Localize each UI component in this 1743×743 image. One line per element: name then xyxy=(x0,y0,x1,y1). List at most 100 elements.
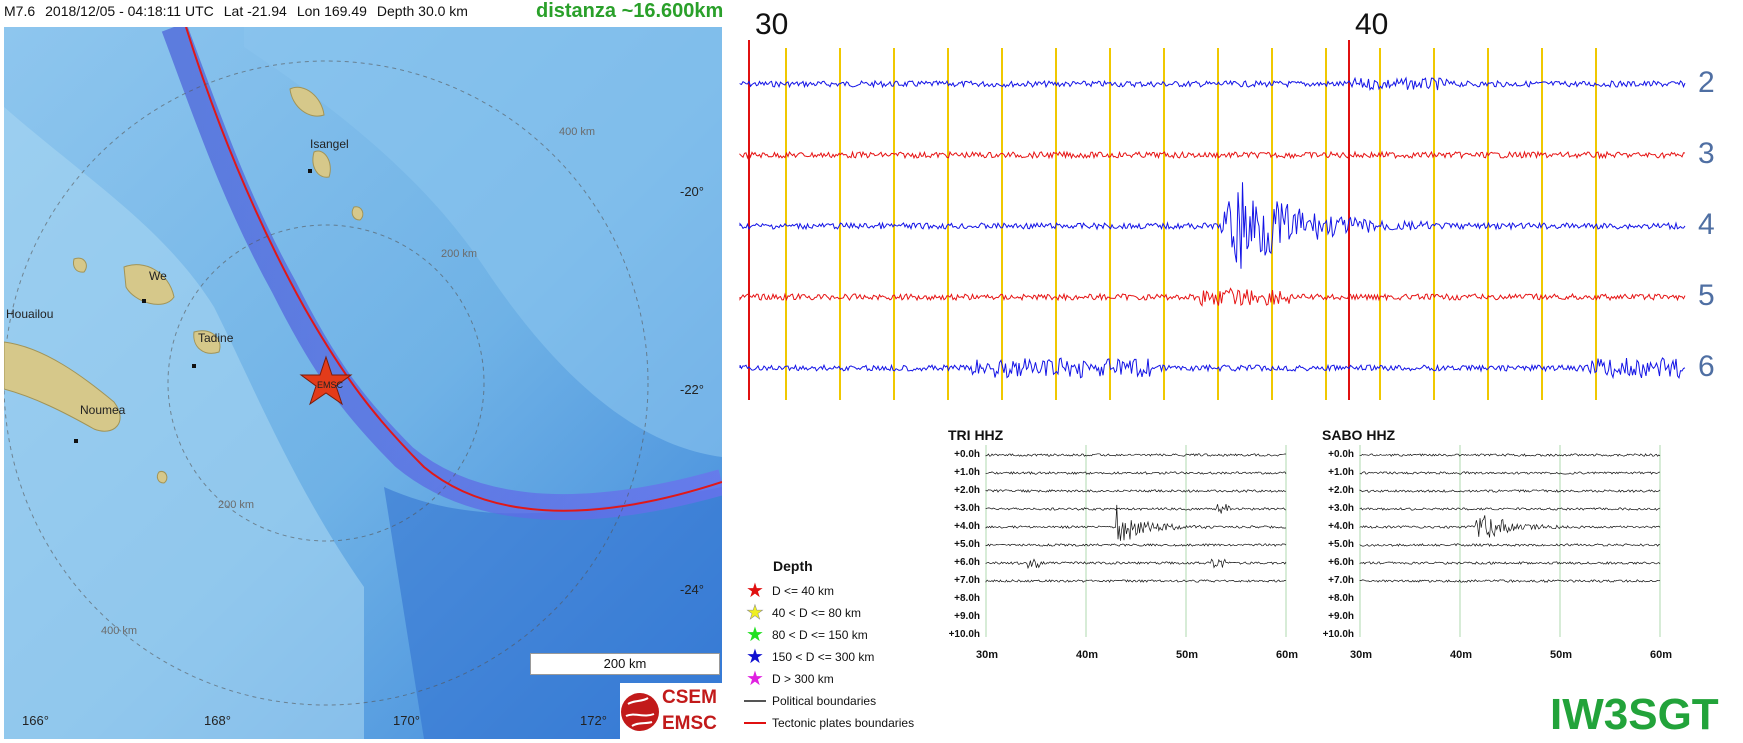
drum-hour-label: +5.0h xyxy=(1328,539,1354,550)
lat-label-20: -20° xyxy=(680,184,704,199)
trace-channel-5 xyxy=(739,287,1686,307)
legend-label: 40 < D <= 80 km xyxy=(772,606,862,620)
drum-trace xyxy=(1359,543,1661,547)
drum-trace xyxy=(985,471,1287,475)
star-icon: ★ xyxy=(746,646,764,668)
legend-item: ★ D <= 40 km xyxy=(738,580,914,602)
drum-hour-label: +8.0h xyxy=(954,593,980,604)
lon-label-166: 166° xyxy=(22,713,49,728)
channel-label-2: 2 xyxy=(1698,66,1715,99)
helicorder-plot xyxy=(739,40,1686,400)
drum-hour-label: +7.0h xyxy=(954,575,980,586)
drum-minute-label: 50m xyxy=(1176,649,1199,661)
star-icon: ★ xyxy=(746,668,764,690)
map-canvas xyxy=(4,27,722,739)
channel-label-3: 3 xyxy=(1698,137,1715,170)
radius-label-400-ne: 400 km xyxy=(559,126,596,138)
drum-minute-label: 30m xyxy=(1350,649,1373,661)
drum-hour-label: +0.0h xyxy=(954,449,980,460)
epicenter-map[interactable]: Isangel We Tadine Houailou Noumea EMSC 4… xyxy=(4,27,722,739)
lat-label-24: -24° xyxy=(680,582,704,597)
logo-text-top: CSEM xyxy=(662,687,717,708)
place-we: We xyxy=(149,269,167,283)
drum-hour-label: +1.0h xyxy=(954,467,980,478)
legend-label: Tectonic plates boundaries xyxy=(772,716,915,730)
drum-hour-label: +6.0h xyxy=(1328,557,1354,568)
place-isangel: Isangel xyxy=(310,137,349,151)
lon-label-170: 170° xyxy=(393,713,420,728)
drum-trace xyxy=(985,579,1287,583)
drum-minute-label: 60m xyxy=(1276,649,1299,661)
legend-item: Tectonic plates boundaries xyxy=(738,712,914,734)
drum-hour-label: +3.0h xyxy=(1328,503,1354,514)
drum-title: SABO HHZ xyxy=(1322,427,1396,443)
drum-hour-label: +10.0h xyxy=(948,629,980,640)
lon-label-168: 168° xyxy=(204,713,231,728)
drum-hour-label: +5.0h xyxy=(954,539,980,550)
event-lon: Lon 169.49 xyxy=(296,3,367,19)
radius-label-400-sw: 400 km xyxy=(101,625,138,637)
event-depth: Depth 30.0 km xyxy=(376,3,468,19)
line-icon xyxy=(744,722,766,724)
legend-label: D > 300 km xyxy=(772,672,834,686)
drum-trace xyxy=(1359,561,1661,565)
drum-hour-label: +2.0h xyxy=(954,485,980,496)
logo-text-bottom: EMSC xyxy=(662,713,717,734)
epicenter-label: EMSC xyxy=(317,380,344,390)
channel-label-6: 6 xyxy=(1698,350,1715,383)
csem-emsc-logo: CSEM EMSC xyxy=(620,683,724,740)
drum-minute-label: 30m xyxy=(976,649,999,661)
place-houailou: Houailou xyxy=(6,307,54,321)
radius-label-200-ne: 200 km xyxy=(441,248,478,260)
drum-trace xyxy=(1359,579,1661,583)
drum-title: TRI HHZ xyxy=(948,427,1004,443)
drum-sabo: SABO HHZ 30m 40m 50m 60m +0.0h +1.0h +2.0h +3.0… xyxy=(1322,427,1672,667)
drum-trace xyxy=(985,453,1286,457)
star-icon: ★ xyxy=(746,580,764,602)
callsign: IW3SGT xyxy=(1550,690,1719,739)
legend-item: ★ 150 < D <= 300 km xyxy=(738,646,914,668)
trace-channel-4 xyxy=(739,182,1686,269)
drum-trace xyxy=(985,504,1287,514)
drum-hour-label: +0.0h xyxy=(1328,449,1354,460)
trace-channel-6 xyxy=(739,357,1686,380)
drum-hour-label: +10.0h xyxy=(1322,629,1354,640)
drum-hour-label: +3.0h xyxy=(954,503,980,514)
drum-trace xyxy=(1359,515,1661,538)
legend-label: Political boundaries xyxy=(772,694,877,708)
drum-minute-label: 50m xyxy=(1550,649,1573,661)
legend-label: 80 < D <= 150 km xyxy=(772,628,868,642)
time-label-40: 40 xyxy=(1355,8,1389,41)
drum-minute-label: 60m xyxy=(1650,649,1673,661)
channel-label-4: 4 xyxy=(1698,208,1715,241)
distance-label: distanza ~16.600km xyxy=(536,0,724,22)
drum-hour-label: +1.0h xyxy=(1328,467,1354,478)
depth-legend: Depth ★ D <= 40 km ★ 40 < D <= 80 km ★ 80 <… xyxy=(738,558,914,734)
trace-channel-3 xyxy=(739,150,1686,160)
drum-hour-label: +4.0h xyxy=(954,521,980,532)
globe-icon xyxy=(621,693,659,731)
star-icon: ★ xyxy=(746,602,764,624)
event-datetime: 2018/12/05 - 04:18:11 UTC xyxy=(45,3,214,19)
drum-trace xyxy=(985,558,1287,570)
legend-item: Political boundaries xyxy=(738,690,914,712)
drum-hour-label: +7.0h xyxy=(1328,575,1354,586)
drum-hour-label: +9.0h xyxy=(954,611,980,622)
drum-minute-label: 40m xyxy=(1076,649,1099,661)
time-label-30: 30 xyxy=(755,8,789,41)
channel-label-5: 5 xyxy=(1698,279,1715,312)
legend-item: ★ 80 < D <= 150 km xyxy=(738,624,914,646)
event-header: M7.6 2018/12/05 - 04:18:11 UTC Lat -21.9… xyxy=(4,3,478,23)
drum-hour-label: +6.0h xyxy=(954,557,980,568)
drum-trace xyxy=(985,504,1287,541)
event-lat: Lat -21.94 xyxy=(223,3,287,19)
legend-label: D <= 40 km xyxy=(772,584,835,598)
legend-item: ★ D > 300 km xyxy=(738,668,914,690)
drum-trace xyxy=(1359,507,1661,511)
drum-hour-label: +4.0h xyxy=(1328,521,1354,532)
scale-label: 200 km xyxy=(603,656,647,671)
trace-channel-2 xyxy=(739,76,1686,91)
drum-trace xyxy=(985,489,1287,493)
lon-label-172: 172° xyxy=(580,713,607,728)
